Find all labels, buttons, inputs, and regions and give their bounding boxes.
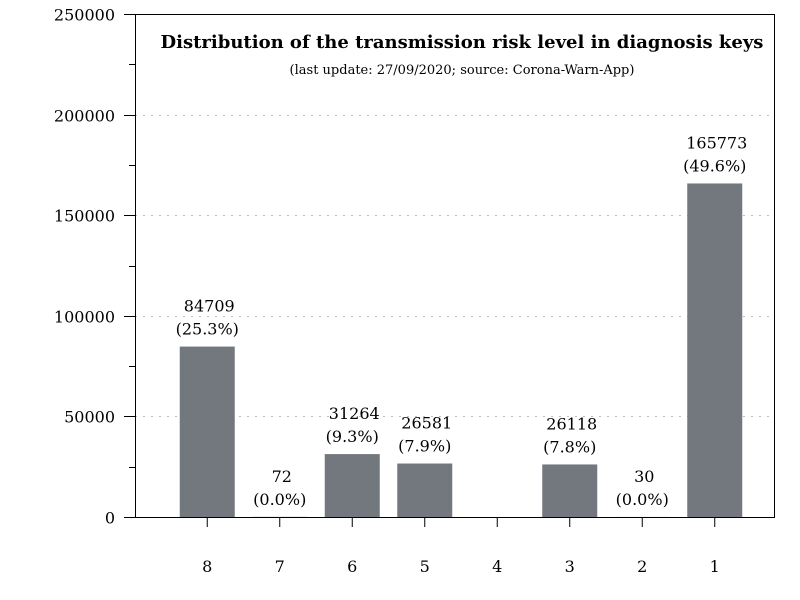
x-tick-label: 1 (710, 557, 720, 576)
bar-1 (687, 183, 743, 517)
bar-5 (397, 463, 453, 517)
plot-frame (135, 14, 775, 518)
y-tick-label: 150000 (54, 207, 115, 226)
bar-8 (179, 346, 235, 517)
data-label-value: 26581 (401, 414, 452, 433)
x-tick-label: 2 (637, 557, 647, 576)
chart-subtitle: (last update: 27/09/2020; source: Corona… (290, 63, 635, 78)
x-tick-label: 7 (275, 557, 285, 576)
chart-title: Distribution of the transmission risk le… (161, 32, 764, 53)
bar-6 (324, 454, 380, 517)
data-label-percent: (9.3%) (326, 427, 379, 446)
x-tick-label: 4 (492, 557, 502, 576)
data-label-value: 72 (272, 467, 292, 486)
data-label-value: 84709 (184, 297, 235, 316)
data-label-percent: (0.0%) (253, 490, 306, 509)
y-axis: 0 50000 100000 150000 200000 250000 (54, 6, 135, 528)
bars (179, 183, 743, 517)
y-tick-label: 100000 (54, 308, 115, 327)
grid-lines (135, 115, 775, 417)
data-label-value: 30 (634, 467, 654, 486)
data-label-value: 26118 (546, 414, 597, 433)
y-tick-label: 50000 (64, 408, 115, 427)
data-label-percent: (25.3%) (176, 320, 239, 339)
data-label-percent: (0.0%) (616, 490, 669, 509)
data-labels: 84709 (25.3%) 72 (0.0%) 31264 (9.3%) 26581 (7.9… (176, 133, 748, 508)
x-axis: 8 7 6 5 4 3 2 1 (202, 517, 720, 576)
data-label-percent: (7.9%) (398, 437, 451, 456)
x-tick-label: 6 (347, 557, 357, 576)
y-tick-label: 250000 (54, 6, 115, 25)
x-tick-label: 5 (420, 557, 430, 576)
y-tick-label: 200000 (54, 107, 115, 126)
bar-3 (542, 464, 598, 517)
data-label-value: 31264 (329, 404, 380, 423)
x-tick-label: 3 (565, 557, 575, 576)
x-tick-label: 8 (202, 557, 212, 576)
data-label-percent: (49.6%) (683, 156, 746, 175)
y-tick-label: 0 (105, 509, 115, 528)
data-label-percent: (7.8%) (543, 437, 596, 456)
data-label-value: 165773 (686, 133, 747, 152)
